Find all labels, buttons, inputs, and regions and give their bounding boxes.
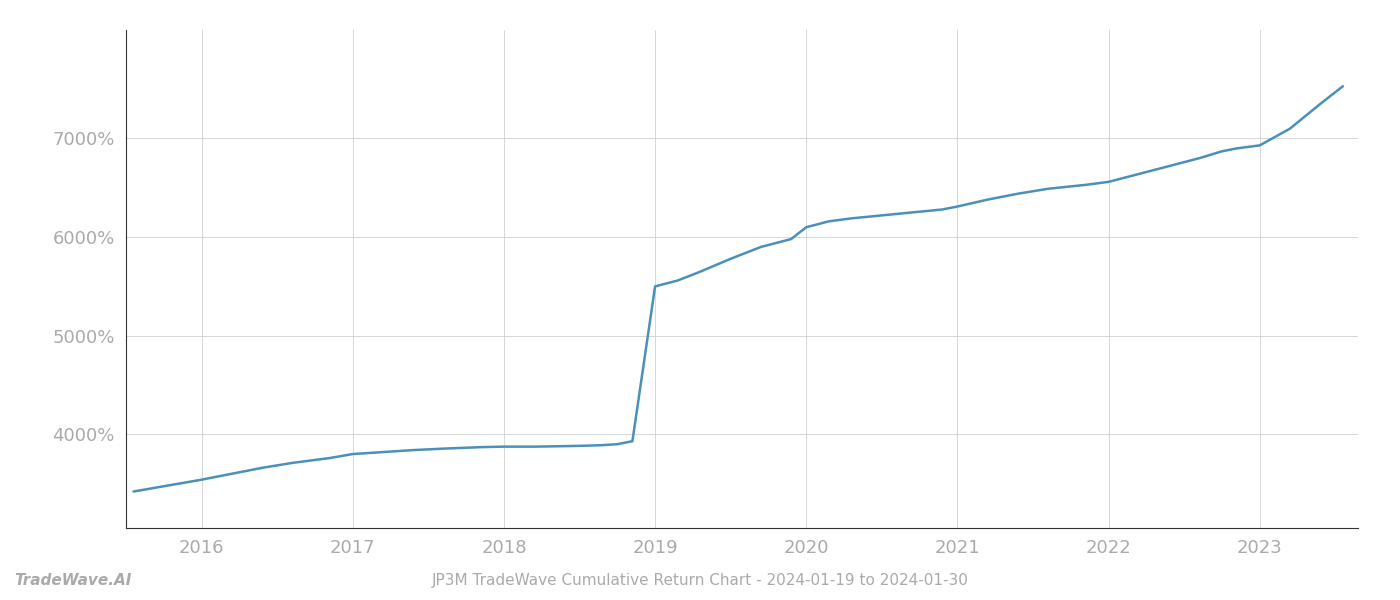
Text: TradeWave.AI: TradeWave.AI (14, 573, 132, 588)
Text: JP3M TradeWave Cumulative Return Chart - 2024-01-19 to 2024-01-30: JP3M TradeWave Cumulative Return Chart -… (431, 573, 969, 588)
